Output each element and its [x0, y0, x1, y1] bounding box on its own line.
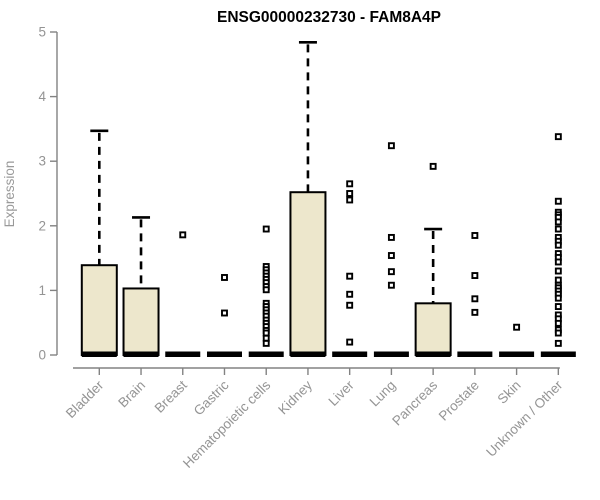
x-category-label: Liver [326, 377, 358, 409]
outlier-point [346, 190, 354, 197]
median-bar [415, 351, 451, 357]
y-tick-label: 1 [38, 283, 46, 298]
box-group-kidney [289, 41, 327, 357]
chart-title: ENSG00000232730 - FAM8A4P [217, 9, 441, 26]
outlier-point [221, 309, 228, 317]
box-group-hematopoietic-cells [248, 225, 284, 357]
y-tick-label: 3 [38, 154, 46, 169]
box-group-brain [122, 216, 160, 357]
box-group-skin [499, 323, 535, 357]
outlier-point [554, 225, 562, 233]
y-tick-label: 4 [38, 89, 46, 104]
y-tick-label: 2 [38, 218, 46, 233]
median-bar [290, 351, 326, 357]
outlier-point [179, 231, 187, 239]
median-bar [540, 351, 576, 357]
x-category-label: Pancreas [389, 377, 440, 428]
y-tick-label: 0 [38, 348, 46, 363]
outlier-point [387, 142, 395, 150]
x-category-label: Brain [115, 378, 148, 411]
outlier-point [554, 339, 562, 347]
outlier-point [429, 162, 437, 170]
x-category-label: Kidney [275, 377, 315, 417]
median-bar [81, 351, 117, 357]
box-group-unknown-other [540, 133, 576, 357]
box-group-prostate [457, 232, 493, 357]
x-category-label: Skin [495, 378, 524, 407]
outlier-point [554, 258, 562, 266]
outlier-point [346, 338, 354, 346]
outlier-point [513, 323, 521, 331]
median-bar [457, 351, 493, 357]
outlier-point [554, 319, 562, 327]
outlier-point [346, 272, 354, 280]
median-bar [165, 351, 201, 357]
box-group-bladder [80, 129, 118, 357]
box-group-liver [332, 180, 368, 357]
outlier-point [262, 225, 270, 233]
outlier-point [346, 301, 354, 309]
median-bar [373, 351, 409, 357]
outlier-point [346, 290, 354, 298]
outlier-point [554, 133, 562, 141]
median-bar [499, 351, 535, 357]
outlier-point [471, 272, 479, 279]
box [80, 264, 118, 356]
outlier-point [554, 303, 562, 310]
y-tick-label: 5 [38, 25, 46, 40]
x-category-label: Prostate [436, 378, 482, 424]
outlier-point [554, 267, 562, 275]
median-bar [332, 351, 368, 357]
outlier-point [346, 196, 354, 204]
outlier-point [387, 252, 395, 259]
outlier-point [554, 197, 562, 205]
box-group-pancreas [414, 162, 452, 357]
median-bar [206, 351, 242, 357]
outlier-point [554, 218, 562, 226]
box-group-lung [373, 142, 409, 357]
outlier-point [387, 233, 395, 241]
x-category-label: Bladder [63, 377, 107, 421]
outlier-point [471, 308, 479, 316]
outlier-point [262, 286, 270, 294]
box-group-breast [165, 231, 201, 357]
outlier-point [262, 339, 270, 347]
outlier-point [387, 281, 395, 289]
y-axis-title: Expression [2, 161, 17, 228]
x-category-label: Lung [367, 378, 399, 410]
x-category-label: Breast [152, 377, 190, 415]
box [414, 302, 452, 357]
outlier-point [554, 294, 562, 302]
outlier-point [554, 241, 562, 249]
outlier-point [471, 295, 479, 303]
x-category-label: Unknown / Other [483, 377, 566, 460]
outlier-point [346, 180, 354, 188]
box [289, 191, 327, 356]
box [122, 287, 160, 357]
outlier-point [554, 329, 562, 337]
x-category-label: Gastric [191, 377, 232, 418]
median-bar [123, 351, 159, 357]
outlier-point [221, 274, 228, 281]
outlier-point [387, 268, 395, 276]
outlier-point [471, 232, 479, 239]
box-group-gastric [206, 274, 242, 357]
median-bar [248, 351, 284, 357]
